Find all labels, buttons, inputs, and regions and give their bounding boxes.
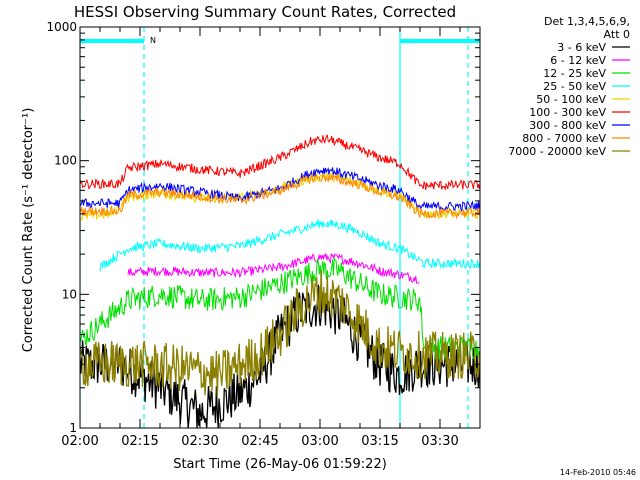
x-tick-label-4: 03:00 bbox=[301, 434, 338, 449]
plot-area: N bbox=[80, 27, 480, 428]
legend-label-3: 25 - 50 keV bbox=[543, 80, 606, 93]
legend-header-line2: Att 0 bbox=[604, 28, 630, 41]
series-line-6 bbox=[80, 167, 480, 212]
y-tick-label-2: 100 bbox=[54, 154, 77, 168]
x-tick-label-0: 02:00 bbox=[61, 434, 98, 449]
series-line-3 bbox=[99, 219, 480, 272]
series-line-8 bbox=[80, 270, 480, 397]
series-group: N bbox=[80, 27, 480, 428]
x-tick-label-5: 03:15 bbox=[361, 434, 398, 449]
series-line-7 bbox=[80, 172, 480, 220]
x-axis-label: Start Time (26-May-06 01:59:22) bbox=[173, 457, 387, 472]
x-tick-label-6: 03:30 bbox=[421, 434, 458, 449]
legend-label-8: 7000 - 20000 keV bbox=[508, 145, 606, 158]
x-tick-label-1: 02:15 bbox=[121, 434, 158, 449]
series-line-5 bbox=[80, 134, 480, 191]
chart-title: HESSI Observing Summary Count Rates, Cor… bbox=[74, 3, 456, 21]
legend-label-2: 12 - 25 keV bbox=[543, 67, 606, 80]
footer-timestamp: 14-Feb-2010 05:46 bbox=[560, 468, 636, 477]
series-line-2 bbox=[80, 258, 480, 360]
y-tick-label-0: 1 bbox=[69, 421, 77, 435]
legend-label-7: 800 - 7000 keV bbox=[522, 132, 606, 145]
y-tick-label-1: 10 bbox=[62, 287, 77, 301]
axes: 1 10 100 1000 02:00 02:15 02:30 02:45 03:00 03:15… bbox=[46, 20, 481, 449]
x-tick-label-2: 02:30 bbox=[181, 434, 218, 449]
legend-label-4: 50 - 100 keV bbox=[536, 93, 606, 106]
legend-label-0: 3 - 6 keV bbox=[557, 41, 606, 54]
legend-header-line1: Det 1,3,4,5,6,9, bbox=[544, 15, 630, 28]
legend-label-1: 6 - 12 keV bbox=[550, 54, 606, 67]
y-axis-label: Corrected Count Rate (s⁻¹ detector⁻¹) bbox=[21, 108, 36, 353]
series-line-1 bbox=[127, 253, 420, 284]
x-tick-label-3: 02:45 bbox=[241, 434, 278, 449]
y-tick-label-3: 1000 bbox=[46, 20, 77, 34]
legend-label-5: 100 - 300 keV bbox=[529, 106, 606, 119]
legend-label-6: 300 - 800 keV bbox=[529, 119, 606, 132]
night-marker-label: N bbox=[150, 36, 156, 45]
